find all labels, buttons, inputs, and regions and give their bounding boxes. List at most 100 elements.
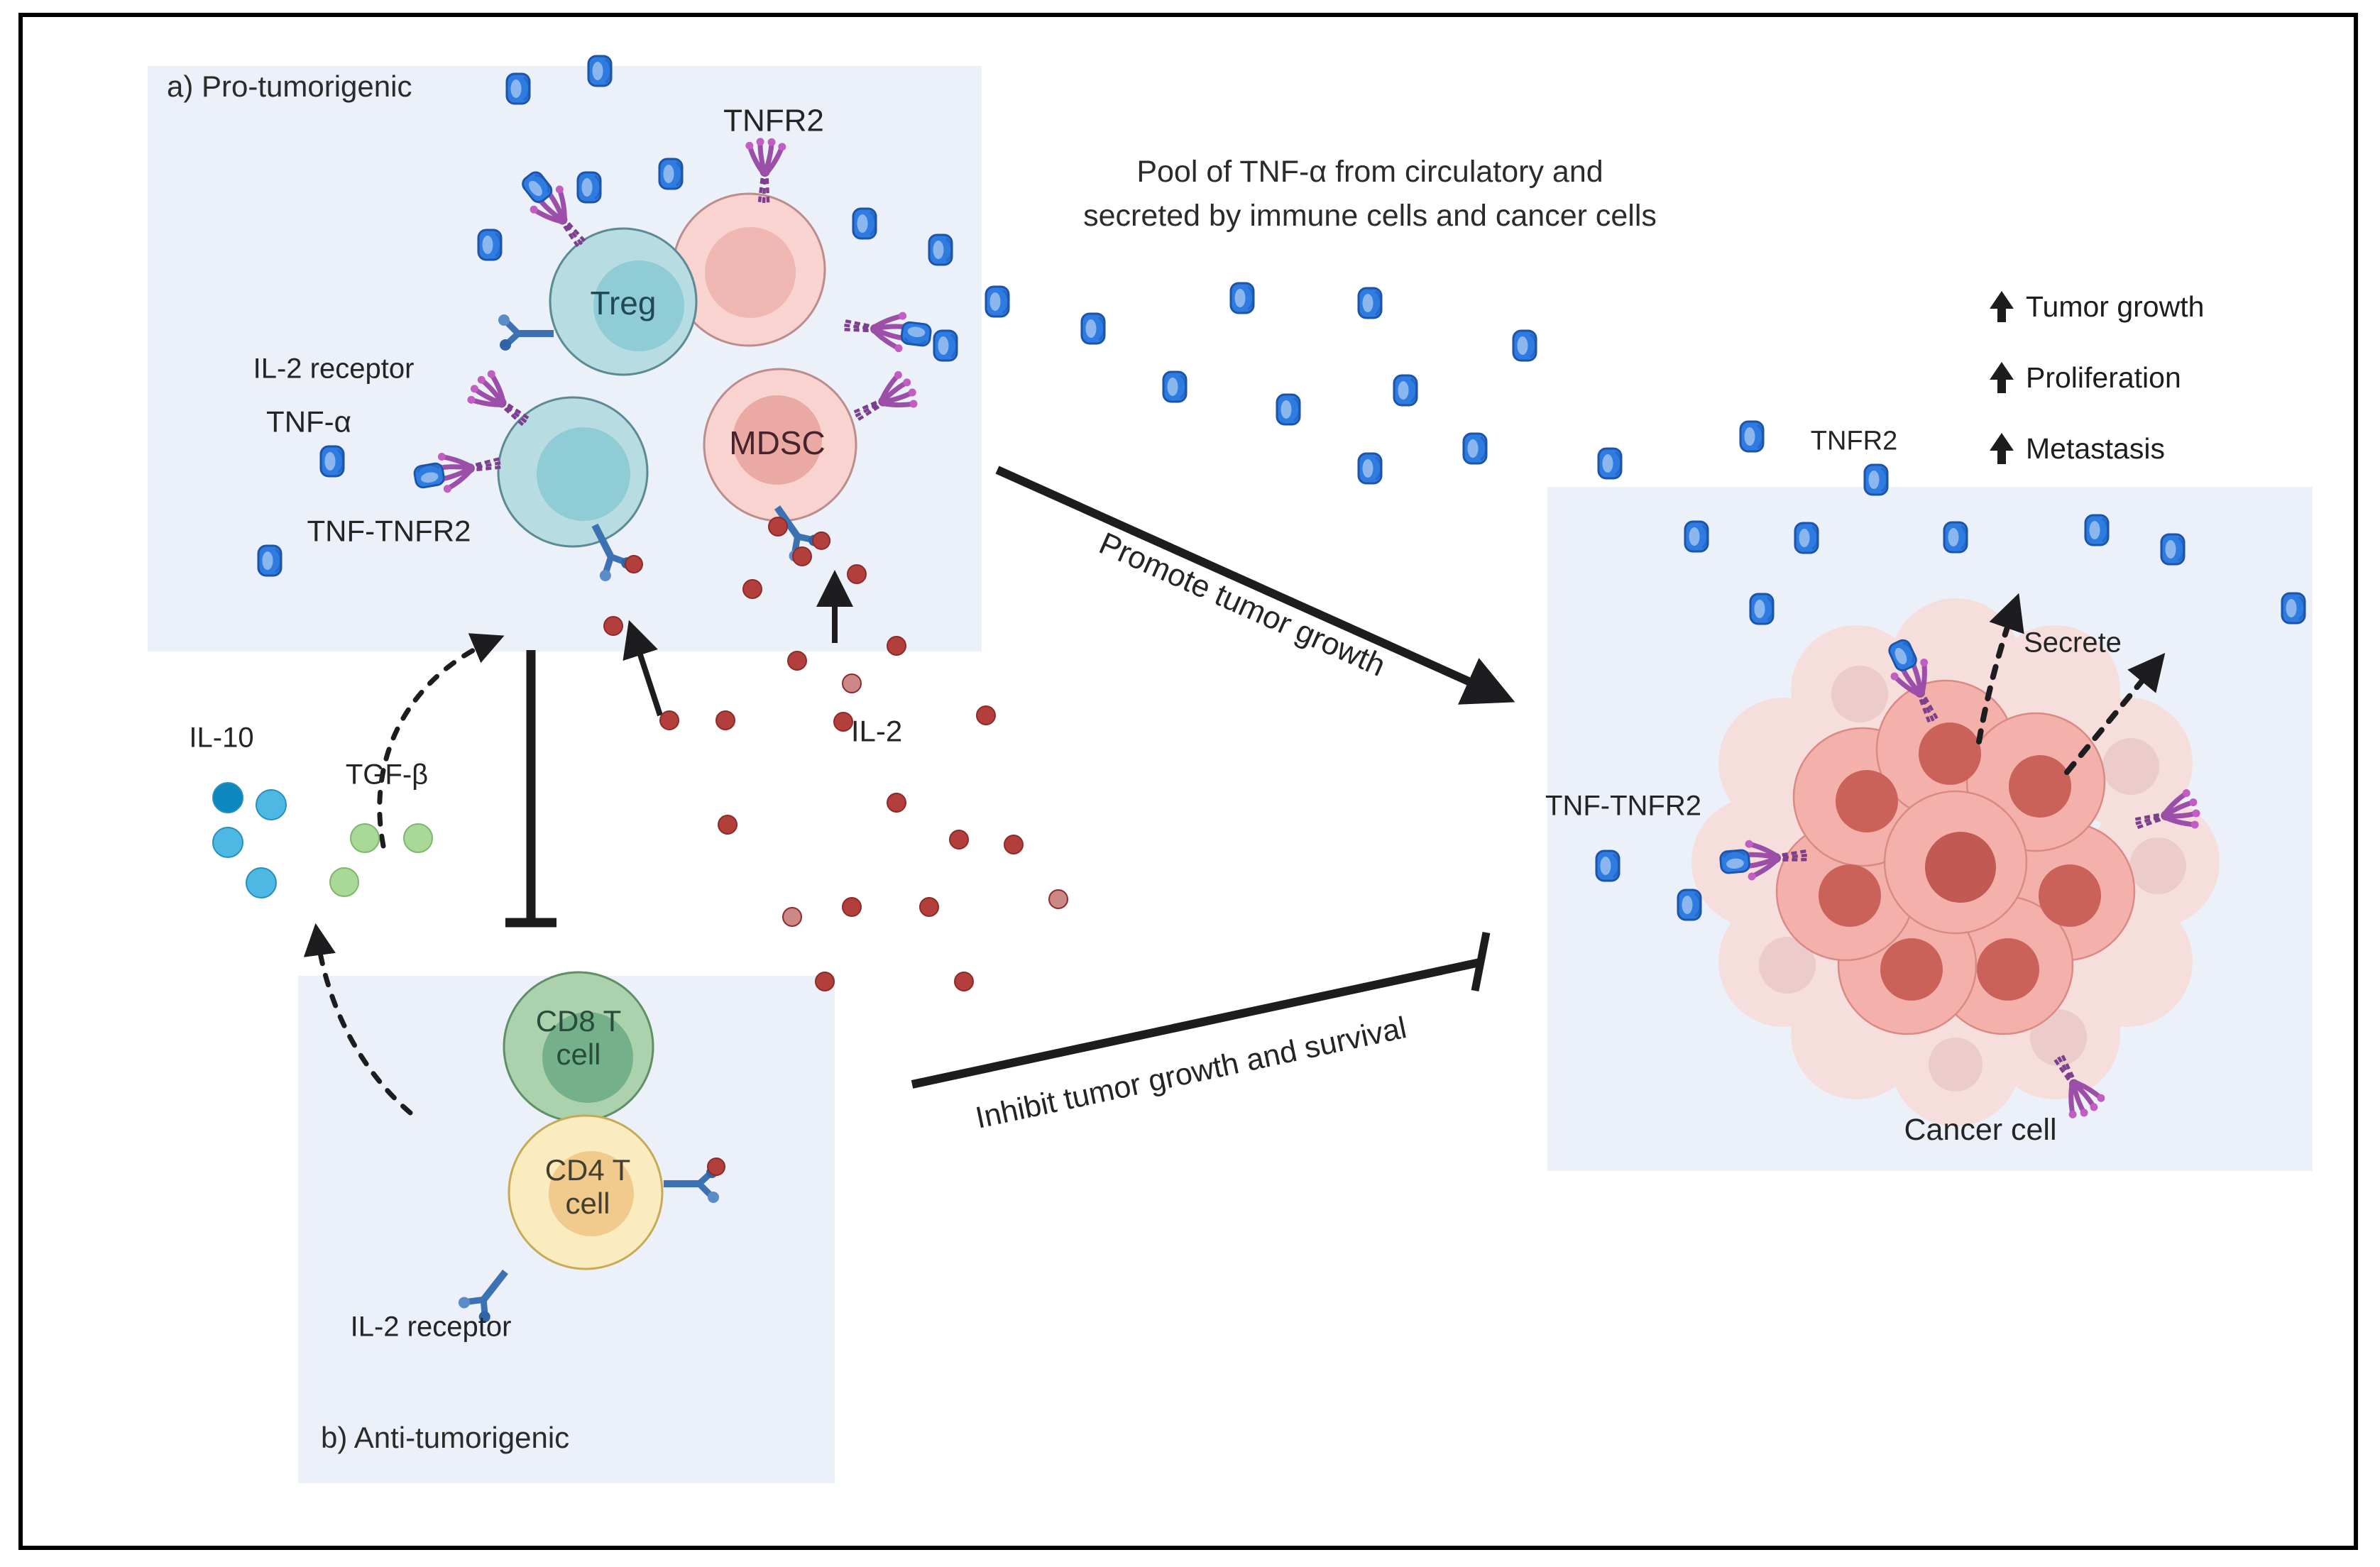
secrete-arrow-diagonal xyxy=(2064,652,2166,775)
tnf-tnfr2-label-tumor: TNF-TNFR2 xyxy=(1545,790,1701,822)
tnf-alpha-molecule xyxy=(1794,522,1819,554)
up-arrow-icon xyxy=(1990,362,2014,393)
tnf-alpha-label: TNF-α xyxy=(266,405,351,439)
panel-a-title: a) Pro-tumorigenic xyxy=(167,70,412,103)
il2-molecule xyxy=(782,907,802,927)
cancer-cell-label: Cancer cell xyxy=(1904,1112,2057,1147)
il2-molecule xyxy=(718,815,737,835)
il2-molecule xyxy=(787,651,807,671)
tnf-alpha-molecule xyxy=(1357,287,1383,319)
il10-molecule xyxy=(212,827,243,858)
tnf-alpha-molecule xyxy=(933,329,958,362)
il2-molecule xyxy=(847,564,867,584)
il2-molecule xyxy=(842,673,862,693)
effect-metastasis: Metastasis xyxy=(1987,431,2165,466)
tnf-tnfr2-label-panel-a: TNF-TNFR2 xyxy=(307,514,471,548)
treg-cell-label: Treg xyxy=(590,285,657,322)
il2-molecule xyxy=(603,616,623,636)
tnf-alpha-molecule xyxy=(1943,521,1968,554)
il2-molecule xyxy=(842,897,862,917)
il2-receptor-label-panel-b: IL-2 receptor xyxy=(350,1311,512,1343)
il10-molecule xyxy=(212,782,243,813)
tnf-alpha-molecule xyxy=(1357,452,1383,485)
up-arrow-icon xyxy=(1990,433,2014,464)
il2-label: IL-2 xyxy=(850,714,903,748)
tnfr2-label-panel-a: TNFR2 xyxy=(723,103,824,138)
figure-border xyxy=(18,13,2358,1550)
tnf-alpha-molecule xyxy=(1684,520,1709,553)
tnf-alpha-molecule xyxy=(576,171,602,204)
cytokine-feedback-arrow-up xyxy=(377,633,505,849)
up-arrow-icon xyxy=(1990,291,2014,322)
cancer-cell-cluster xyxy=(1691,598,2220,1126)
il2-molecule xyxy=(792,546,812,566)
tnf-alpha-molecule xyxy=(1512,329,1537,362)
tnf-alpha-molecule xyxy=(257,544,283,577)
tnf-alpha-molecule xyxy=(928,233,953,266)
cd8-tcell-label: CD8 T cell xyxy=(535,1004,622,1071)
tnf-alpha-molecule xyxy=(1393,374,1418,407)
tcell-cytokine-arrow xyxy=(303,923,413,1116)
tnf-alpha-molecule xyxy=(1162,370,1188,403)
il2-molecule xyxy=(919,897,939,917)
il2-molecule xyxy=(1004,835,1024,854)
tgf-beta-molecule xyxy=(329,867,359,897)
tgfb-molecules-layer xyxy=(329,823,433,897)
tnf-alpha-molecule xyxy=(2281,592,2306,625)
tnf-alpha-molecule xyxy=(1080,312,1106,345)
tnf-alpha-molecule xyxy=(852,207,877,240)
effect-proliferation: Proliferation xyxy=(1987,361,2181,395)
tnf-alpha-molecule xyxy=(587,55,613,87)
anti-tumorigenic-cells xyxy=(456,971,725,1326)
secrete-arrow-vertical xyxy=(1976,593,2024,744)
tnf-alpha-molecule xyxy=(1597,447,1623,480)
pool-caption-line2: secreted by immune cells and cancer cell… xyxy=(1083,198,1657,233)
tnf-alpha-molecule xyxy=(1276,393,1301,426)
il2-molecules-layer xyxy=(603,517,1068,991)
cd4-tcell-label: CD4 T cell xyxy=(544,1153,631,1220)
tnf-alpha-molecule xyxy=(319,445,345,478)
il2-molecule xyxy=(659,710,679,730)
il10-molecule xyxy=(256,789,287,820)
tnf-alpha-molecule xyxy=(1677,889,1702,921)
il2-molecule xyxy=(887,793,906,813)
tnf-alpha-molecule xyxy=(1739,420,1765,453)
panel-b-title: b) Anti-tumorigenic xyxy=(321,1421,570,1454)
il10-molecule xyxy=(246,867,277,898)
inhibit-tumor-growth-line xyxy=(911,958,1481,1089)
il2-molecule xyxy=(815,972,835,991)
il2-receptor-label-panel-a: IL-2 receptor xyxy=(253,353,415,385)
il2-uptake-arrow-left xyxy=(623,620,663,717)
effect-label: Tumor growth xyxy=(2026,290,2205,323)
pro-tumorigenic-receptors xyxy=(412,138,933,588)
tnf-alpha-molecule xyxy=(505,72,531,105)
effect-tumor-growth: Tumor growth xyxy=(1987,290,2204,324)
il2-molecule xyxy=(742,579,762,599)
mdsc-cell-label: MDSC xyxy=(729,424,826,462)
panel-pro-tumorigenic xyxy=(148,66,982,651)
il10-molecules-layer xyxy=(212,782,287,898)
tnf-alpha-molecule xyxy=(477,229,503,261)
tnf-alpha-molecule xyxy=(1462,432,1488,465)
inhibit-tumor-growth-tbar xyxy=(1471,931,1491,992)
tnf-alpha-molecule xyxy=(1229,282,1255,314)
il10-label: IL-10 xyxy=(189,722,254,754)
tnf-alpha-molecule xyxy=(658,158,684,190)
pro-tumorigenic-cells xyxy=(497,192,857,548)
promote-tumor-growth-arrow xyxy=(995,466,1515,705)
il2-molecule xyxy=(715,710,735,730)
tnf-alpha-molecule xyxy=(1749,593,1775,625)
tnf-alpha-molecule xyxy=(1595,850,1621,882)
il2-molecule xyxy=(833,712,853,732)
effect-label: Metastasis xyxy=(2026,431,2165,465)
tnf-alpha-molecule xyxy=(2160,533,2186,566)
il2-molecule xyxy=(887,636,906,656)
tgf-beta-label: TGF-β xyxy=(345,759,429,791)
pool-caption-line1: Pool of TNF-α from circulatory and xyxy=(1136,154,1603,189)
tnf-alpha-molecule xyxy=(2084,514,2110,546)
tgf-beta-molecule xyxy=(350,823,380,853)
tgf-beta-molecule xyxy=(403,823,433,853)
il2-molecule xyxy=(976,705,996,725)
pathway-arrows xyxy=(303,466,2166,1116)
